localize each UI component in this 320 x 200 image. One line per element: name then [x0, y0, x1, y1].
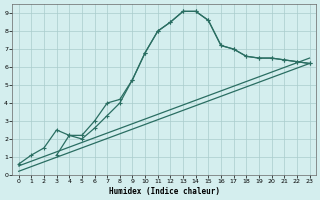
X-axis label: Humidex (Indice chaleur): Humidex (Indice chaleur) — [108, 187, 220, 196]
